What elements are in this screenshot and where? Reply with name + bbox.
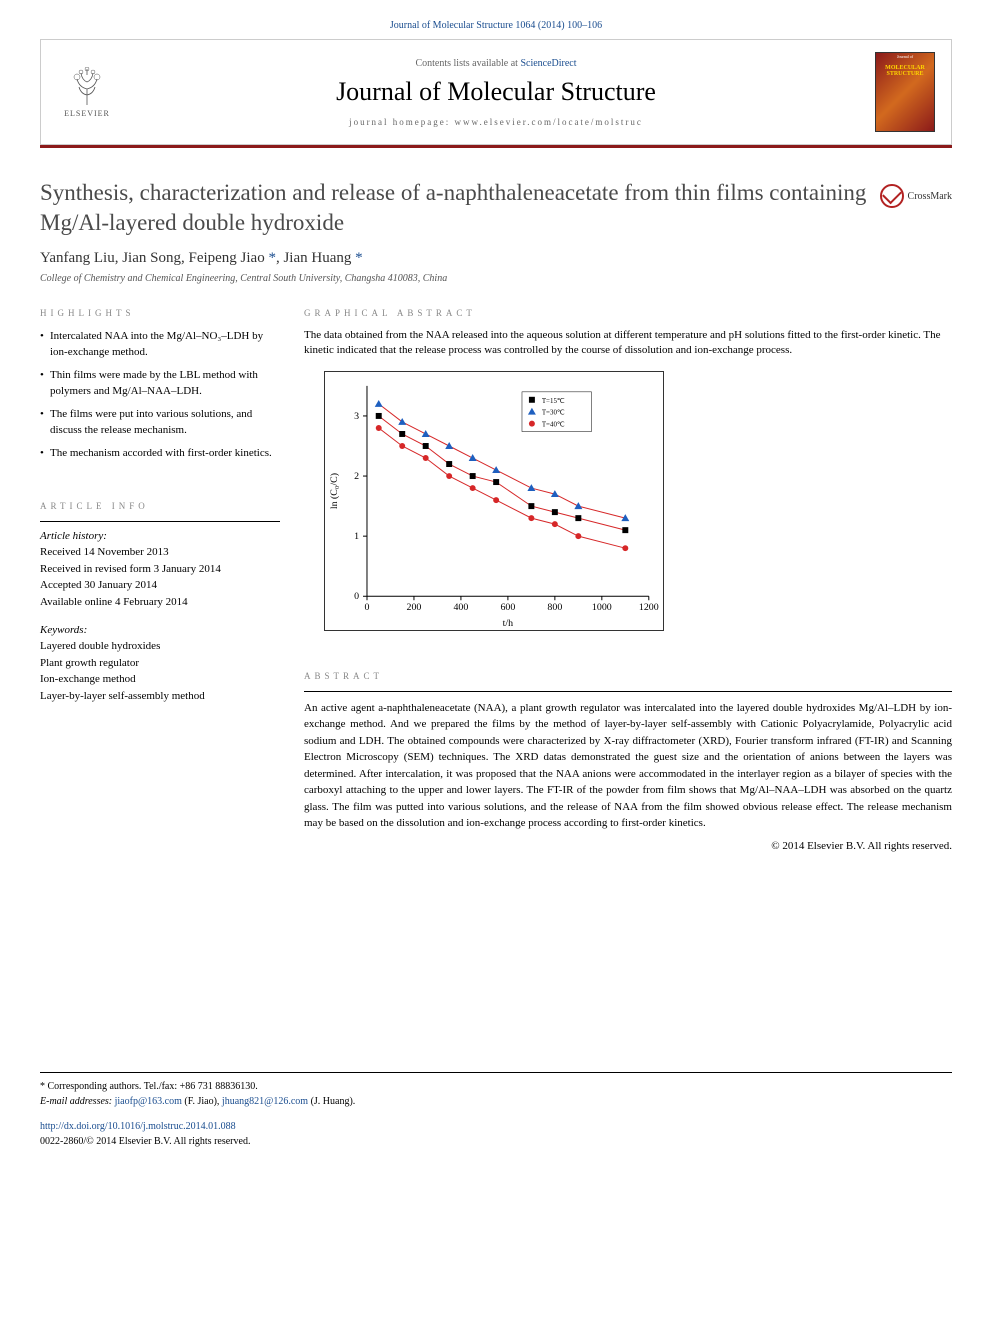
crossmark-badge[interactable]: CrossMark bbox=[880, 184, 952, 208]
abstract-label: ABSTRACT bbox=[304, 671, 952, 681]
header-divider bbox=[40, 145, 952, 148]
journal-homepage: journal homepage: www.elsevier.com/locat… bbox=[117, 117, 875, 127]
journal-name: Journal of Molecular Structure bbox=[117, 77, 875, 107]
highlight-item: The films were put into various solution… bbox=[40, 406, 280, 439]
svg-text:800: 800 bbox=[547, 602, 562, 613]
crossmark-label: CrossMark bbox=[908, 191, 952, 202]
svg-text:600: 600 bbox=[500, 602, 515, 613]
issn-line: 0022-2860/© 2014 Elsevier B.V. All right… bbox=[40, 1136, 250, 1147]
authors-line: Yanfang Liu, Jian Song, Feipeng Jiao *, … bbox=[40, 250, 952, 267]
svg-text:T=40℃: T=40℃ bbox=[542, 420, 565, 428]
graphical-abstract-label: GRAPHICAL ABSTRACT bbox=[304, 308, 952, 318]
article-title: Synthesis, characterization and release … bbox=[40, 178, 880, 238]
highlights-label: HIGHLIGHTS bbox=[40, 308, 280, 318]
email-line: E-mail addresses: jiaofp@163.com (F. Jia… bbox=[40, 1094, 952, 1109]
svg-text:0: 0 bbox=[365, 602, 370, 613]
highlight-item: Thin films were made by the LBL method w… bbox=[40, 367, 280, 400]
svg-text:2: 2 bbox=[354, 471, 359, 482]
svg-text:0: 0 bbox=[354, 591, 359, 602]
publisher-logo: ELSEVIER bbox=[57, 57, 117, 127]
history-label: Article history: bbox=[40, 530, 280, 542]
journal-cover-thumb: Journal of MOLECULAR STRUCTURE bbox=[875, 52, 935, 132]
crossmark-icon bbox=[880, 184, 904, 208]
affiliation: College of Chemistry and Chemical Engine… bbox=[40, 273, 952, 284]
svg-text:1200: 1200 bbox=[639, 602, 659, 613]
elsevier-tree-icon bbox=[67, 67, 107, 107]
contents-available: Contents lists available at ScienceDirec… bbox=[117, 58, 875, 69]
abstract-copyright: © 2014 Elsevier B.V. All rights reserved… bbox=[304, 840, 952, 852]
svg-text:1: 1 bbox=[354, 531, 359, 542]
citation-line: Journal of Molecular Structure 1064 (201… bbox=[40, 20, 952, 31]
svg-text:t/h: t/h bbox=[503, 618, 514, 629]
highlight-item: The mechanism accorded with first-order … bbox=[40, 445, 280, 462]
svg-text:3: 3 bbox=[354, 410, 359, 421]
journal-header: ELSEVIER Contents lists available at Sci… bbox=[40, 39, 952, 145]
email-link-2[interactable]: jhuang821@126.com bbox=[222, 1096, 308, 1107]
svg-text:200: 200 bbox=[407, 602, 422, 613]
highlight-item: Intercalated NAA into the Mg/Al–NO₃–LDH … bbox=[40, 328, 280, 361]
graphical-abstract-caption: The data obtained from the NAA released … bbox=[304, 328, 952, 359]
kinetics-chart: 0 200 400 600 800 1000 1200 0 1 2 3 t/h ln (C₀/C) T=1… bbox=[324, 371, 664, 631]
svg-text:T=30℃: T=30℃ bbox=[542, 408, 565, 416]
svg-text:1000: 1000 bbox=[592, 602, 612, 613]
highlights-list: Intercalated NAA into the Mg/Al–NO₃–LDH … bbox=[40, 328, 280, 462]
email-link-1[interactable]: jiaofp@163.com bbox=[115, 1096, 182, 1107]
publisher-name: ELSEVIER bbox=[64, 109, 110, 118]
footer: * Corresponding authors. Tel./fax: +86 7… bbox=[40, 1072, 952, 1149]
svg-text:ln (C₀/C): ln (C₀/C) bbox=[329, 473, 340, 509]
doi-link[interactable]: http://dx.doi.org/10.1016/j.molstruc.201… bbox=[40, 1121, 236, 1132]
svg-text:400: 400 bbox=[453, 602, 468, 613]
history-text: Received 14 November 2013Received in rev… bbox=[40, 544, 280, 610]
abstract-text: An active agent a-naphthaleneacetate (NA… bbox=[304, 691, 952, 832]
keywords-label: Keywords: bbox=[40, 624, 280, 636]
keywords-text: Layered double hydroxidesPlant growth re… bbox=[40, 638, 280, 704]
sciencedirect-link[interactable]: ScienceDirect bbox=[520, 58, 576, 69]
svg-text:T=15℃: T=15℃ bbox=[542, 396, 565, 404]
article-info-label: ARTICLE INFO bbox=[40, 501, 280, 511]
corresponding-author-note: * Corresponding authors. Tel./fax: +86 7… bbox=[40, 1079, 952, 1094]
